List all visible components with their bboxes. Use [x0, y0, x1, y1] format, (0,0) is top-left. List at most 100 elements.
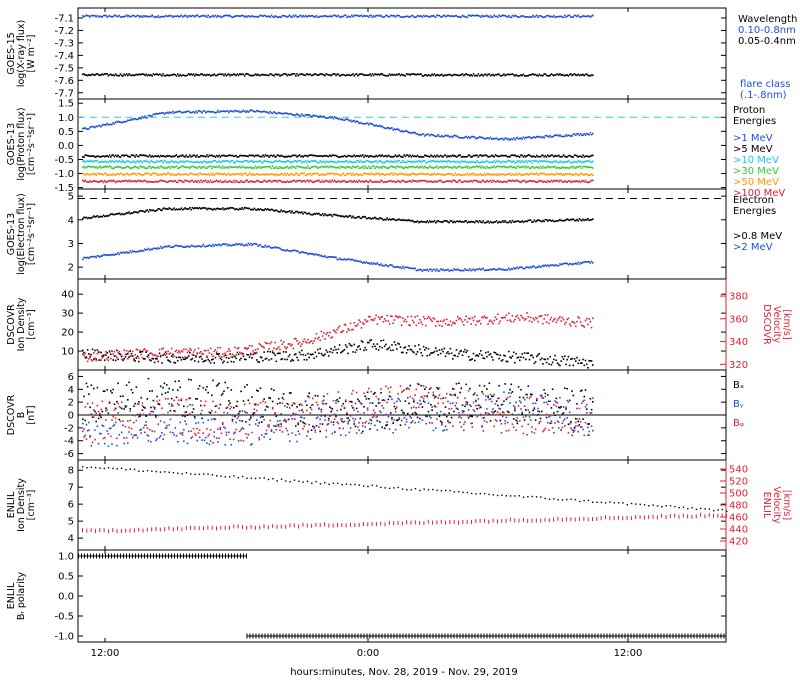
data-point: [282, 343, 284, 345]
data-point: [526, 173, 528, 175]
data-point: [154, 362, 156, 364]
data-point: [142, 357, 144, 359]
data-point: [83, 166, 85, 168]
data-point: [157, 361, 159, 363]
data-point: [137, 355, 139, 357]
data-point: [389, 162, 391, 164]
data-point: [230, 356, 232, 358]
data-point: [112, 359, 114, 361]
data-point: [250, 243, 252, 245]
y-axis-label: [cm⁻²s⁻¹sr⁻¹]: [26, 203, 37, 265]
data-point: [199, 181, 201, 183]
data-point: [401, 162, 403, 164]
data-point: [246, 245, 248, 247]
data-point: [549, 356, 551, 358]
data-point: [138, 357, 140, 359]
data-point: [515, 162, 517, 164]
data-point: [358, 216, 360, 218]
data-point: [179, 352, 181, 354]
data-point: [509, 173, 511, 175]
data-point: [333, 118, 335, 120]
data-point: [125, 354, 127, 356]
data-point: [189, 154, 191, 156]
data-point: [566, 359, 568, 361]
data-point: [233, 361, 235, 363]
data-point: [289, 210, 291, 212]
data-point: [150, 360, 152, 362]
data-point: [203, 353, 205, 355]
right-tick-label: 380: [729, 292, 748, 303]
data-point: [325, 334, 327, 336]
data-point: [282, 358, 284, 360]
data-point: [441, 349, 443, 351]
data-point: [267, 351, 269, 353]
legend-title: Proton: [733, 105, 765, 116]
data-point: [565, 364, 567, 366]
data-point: [559, 365, 561, 367]
data-point: [514, 174, 516, 176]
data-point: [299, 174, 301, 176]
data-point: [105, 351, 107, 353]
data-point: [114, 351, 116, 353]
data-point: [523, 357, 525, 359]
data-point: [468, 356, 470, 358]
data-point: [265, 245, 267, 247]
data-point: [88, 358, 90, 360]
data-point: [157, 15, 159, 17]
data-point: [318, 352, 320, 354]
data-point: [377, 343, 379, 345]
data-point: [352, 16, 354, 18]
data-point: [128, 180, 130, 182]
data-point: [240, 173, 242, 175]
data-point: [520, 356, 522, 358]
data-point: [498, 358, 500, 360]
data-point: [204, 110, 206, 112]
data-point: [211, 174, 213, 176]
data-point: [534, 266, 536, 268]
data-point: [310, 173, 312, 175]
right-tick-label: 320: [729, 360, 748, 371]
data-point: [271, 358, 273, 360]
data-point: [592, 262, 594, 264]
data-point: [201, 245, 203, 247]
data-point: [447, 269, 449, 271]
data-point: [426, 269, 428, 271]
data-point: [496, 174, 498, 176]
data-point: [405, 346, 407, 348]
data-point: [243, 353, 245, 355]
data-point: [269, 16, 271, 18]
data-point: [509, 220, 511, 222]
data-point: [328, 335, 330, 337]
data-point: [187, 352, 189, 354]
data-point: [312, 343, 314, 345]
data-point: [316, 15, 318, 17]
data-point: [284, 173, 286, 175]
data-point: [115, 360, 117, 362]
data-point: [543, 221, 545, 223]
data-point: [188, 355, 190, 357]
data-point: [353, 322, 355, 324]
data-point: [308, 181, 310, 183]
data-point: [205, 207, 207, 209]
data-point: [463, 351, 465, 353]
data-point: [128, 211, 130, 213]
data-point: [189, 352, 191, 354]
data-point: [221, 356, 223, 358]
data-point: [338, 348, 340, 350]
data-point: [212, 355, 214, 357]
data-point: [299, 154, 301, 156]
data-point: [356, 173, 358, 175]
data-point: [353, 154, 355, 156]
data-point: [434, 351, 436, 353]
data-point: [117, 155, 119, 157]
y-tick-label: 30: [61, 309, 74, 320]
data-point: [244, 75, 246, 77]
y-tick-label: -7.5: [54, 63, 74, 74]
data-point: [468, 166, 470, 168]
data-point: [553, 15, 555, 17]
data-point: [536, 172, 538, 174]
data-point: [396, 162, 398, 164]
data-point: [521, 353, 523, 355]
data-point: [132, 351, 134, 353]
